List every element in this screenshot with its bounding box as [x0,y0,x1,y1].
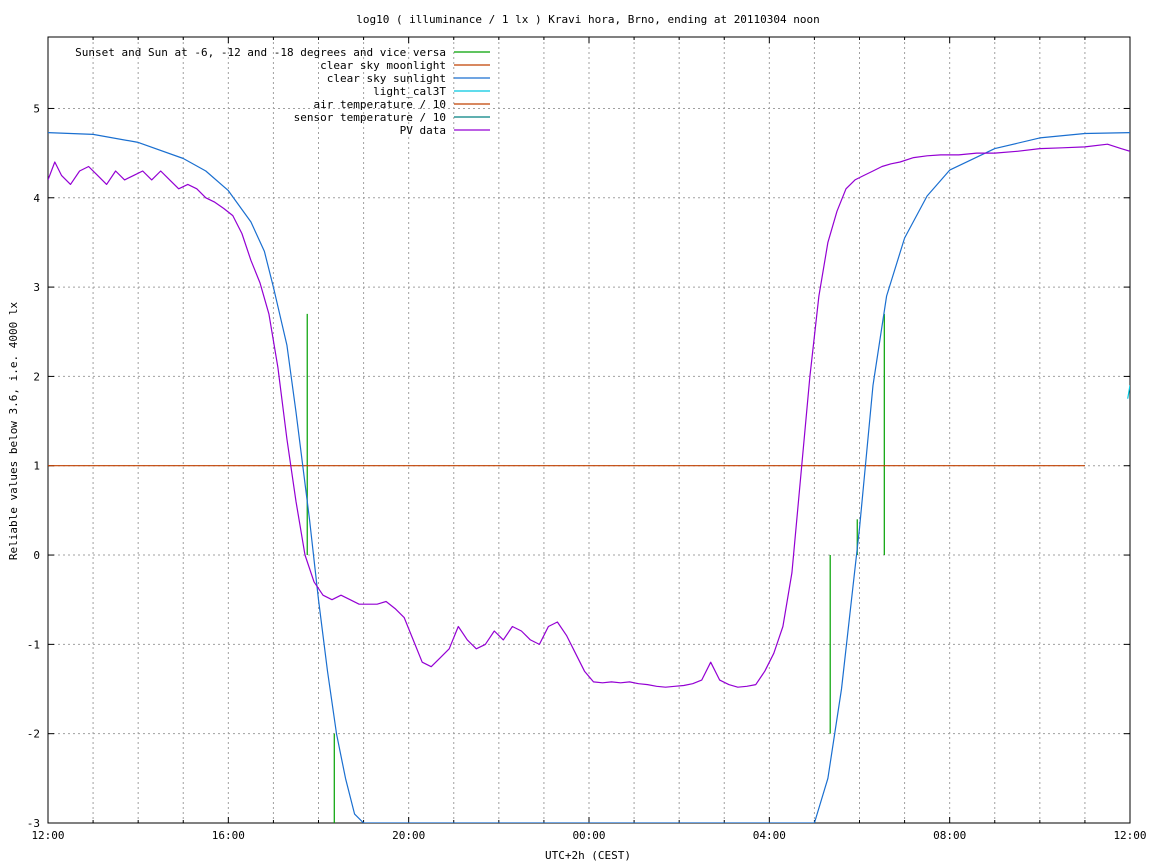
plot-border [47,36,1131,824]
legend-label: clear sky sunlight [327,72,446,85]
y-tick-label: 1 [33,460,40,473]
y-tick-label: -1 [27,638,40,651]
y-tick-label: 3 [33,281,40,294]
axes: 12:00 16:00 20:00 00:00 04:00 08:00 12:00-3-2-… [27,36,1147,842]
y-tick-label: 0 [33,549,40,562]
series-line-light-cal3t [1127,385,1130,399]
y-tick-label: -2 [27,728,40,741]
y-axis-label: Reliable values below 3.6, i.e. 4000 lx [7,301,20,560]
series-group [48,132,1130,823]
series-line-pv-data [48,143,1130,688]
x-tick-label: 08:00 [933,829,966,842]
legend-label: Sunset and Sun at -6, -12 and -18 degree… [75,46,446,59]
x-tick-label: 12:00 [1113,829,1146,842]
y-tick-label: -3 [27,817,40,830]
x-axis-label: UTC+2h (CEST) [545,849,631,862]
plot-area [48,132,1130,823]
series-line-clear-sky-sunlight [48,132,1130,823]
x-tick-label: 00:00 [572,829,605,842]
x-tick-label: 16:00 [212,829,245,842]
x-tick-label: 04:00 [753,829,786,842]
chart-title: log10 ( illuminance / 1 lx ) Kravi hora,… [356,13,820,26]
y-tick-label: 2 [33,370,40,383]
legend-label: air temperature / 10 [314,98,446,111]
legend-label: PV data [400,124,446,137]
x-tick-label: 20:00 [392,829,425,842]
legend-label: light_cal3T [373,85,446,98]
x-tick-label: 12:00 [31,829,64,842]
y-tick-label: 5 [33,102,40,115]
y-tick-label: 4 [33,192,40,205]
legend-label: sensor temperature / 10 [294,111,446,124]
legend-label: clear sky moonlight [320,59,446,72]
grid [48,37,1130,823]
legend: Sunset and Sun at -6, -12 and -18 degree… [75,46,490,137]
